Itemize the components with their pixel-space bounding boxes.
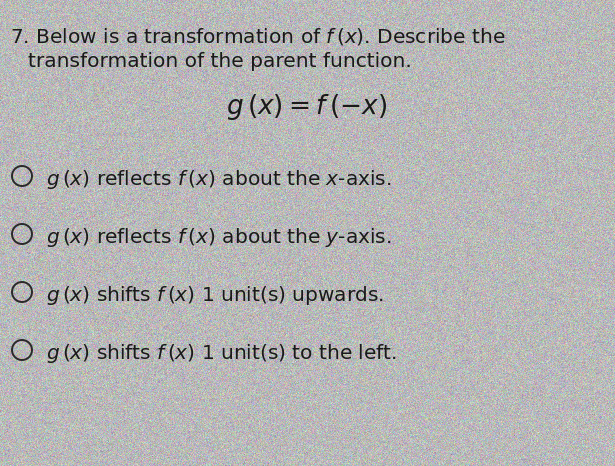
Text: $g\,(x) = f\,(-x)$: $g\,(x) = f\,(-x)$ <box>226 92 387 122</box>
Text: 7. Below is a transformation of $f\,(x)$. Describe the: 7. Below is a transformation of $f\,(x)$… <box>10 26 506 47</box>
Text: $g\,(x)$ shifts $f\,(x)$ 1 unit(s) to the left.: $g\,(x)$ shifts $f\,(x)$ 1 unit(s) to th… <box>46 342 397 365</box>
Text: $g\,(x)$ reflects $f\,(x)$ about the $y$-axis.: $g\,(x)$ reflects $f\,(x)$ about the $y$… <box>46 226 392 249</box>
Text: $g\,(x)$ reflects $f\,(x)$ about the $x$-axis.: $g\,(x)$ reflects $f\,(x)$ about the $x$… <box>46 168 392 191</box>
Text: $g\,(x)$ shifts $f\,(x)$ 1 unit(s) upwards.: $g\,(x)$ shifts $f\,(x)$ 1 unit(s) upwar… <box>46 284 384 307</box>
Text: transformation of the parent function.: transformation of the parent function. <box>28 52 412 71</box>
